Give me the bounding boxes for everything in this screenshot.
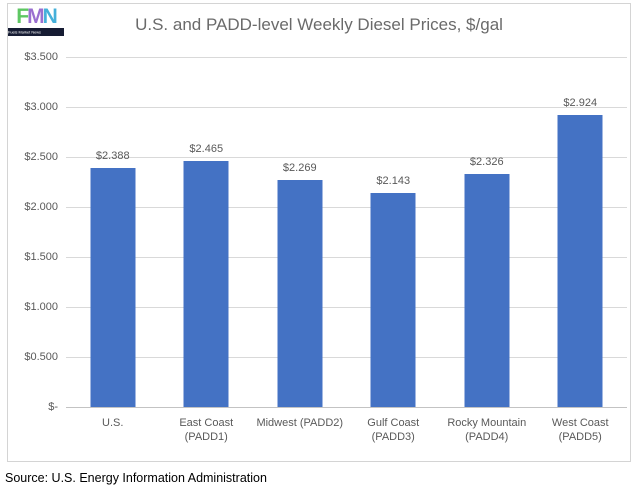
y-tick-label: $- <box>48 401 58 413</box>
bar <box>277 180 323 407</box>
x-category-label: East Coast (PADD1) <box>179 417 234 443</box>
y-tick-label: $3.000 <box>24 101 58 113</box>
gridline <box>66 106 627 108</box>
gridline <box>66 356 627 358</box>
y-tick-label: $3.500 <box>24 51 58 63</box>
bar-column: $2.465 <box>160 57 254 407</box>
x-axis-labels: U.S. East Coast (PADD1) Midwest (PADD2) Gul… <box>66 416 627 450</box>
bar-value-label: $2.465 <box>189 142 224 155</box>
bar-column: $2.269 <box>253 57 347 407</box>
bar-value-label: $2.924 <box>563 96 598 109</box>
x-category-label: U.S. <box>102 417 124 429</box>
bar-value-label: $2.143 <box>376 174 411 187</box>
x-category-label: Rocky Mountain (PADD4) <box>447 417 527 443</box>
y-tick-label: $0.500 <box>24 351 58 363</box>
fmn-logo-tagline-bar: Fuels Market News <box>8 28 64 36</box>
y-tick-label: $2.000 <box>24 201 58 213</box>
bar <box>183 160 229 407</box>
bar-value-label: $2.269 <box>282 162 317 175</box>
fmn-logo-tagline: Fuels Market News <box>8 30 41 34</box>
bar <box>370 192 416 407</box>
bar-column: $2.326 <box>440 57 534 407</box>
bar-column: $2.924 <box>534 57 628 407</box>
bar-value-label: $2.326 <box>469 156 504 169</box>
bar-value-label: $2.388 <box>95 150 130 163</box>
gridline <box>66 206 627 208</box>
gridline <box>66 256 627 258</box>
x-category-label: West Coast (PADD5) <box>551 417 609 443</box>
gridline <box>66 306 627 308</box>
bar <box>557 114 603 407</box>
bar <box>464 174 510 407</box>
plot-area: $2.388 $2.465 $2.269 $2.143 $2.326 $2.924 <box>66 56 628 408</box>
chart-title: U.S. and PADD-level Weekly Diesel Prices… <box>135 15 503 34</box>
y-tick-label: $1.000 <box>24 301 58 313</box>
gridline <box>66 156 627 158</box>
x-category-label: Gulf Coast (PADD3) <box>367 417 420 443</box>
bar-column: $2.388 <box>66 57 160 407</box>
y-tick-label: $1.500 <box>24 251 58 263</box>
y-axis: $3.500 $3.000 $2.500 $2.000 $1.500 $1.000 $0.5… <box>0 51 58 413</box>
y-tick-label: $2.500 <box>24 151 58 163</box>
x-category-label: Midwest (PADD2) <box>256 417 344 429</box>
fmn-logo-letter: F <box>16 5 29 28</box>
bar <box>90 168 136 407</box>
x-axis-line <box>66 406 627 408</box>
bar-column: $2.143 <box>347 57 441 407</box>
fmn-logo-letter: N <box>42 5 58 28</box>
gridline <box>66 56 627 58</box>
source-attribution: Source: U.S. Energy Information Administ… <box>5 471 267 485</box>
fmn-logo-letter: M <box>27 5 44 28</box>
